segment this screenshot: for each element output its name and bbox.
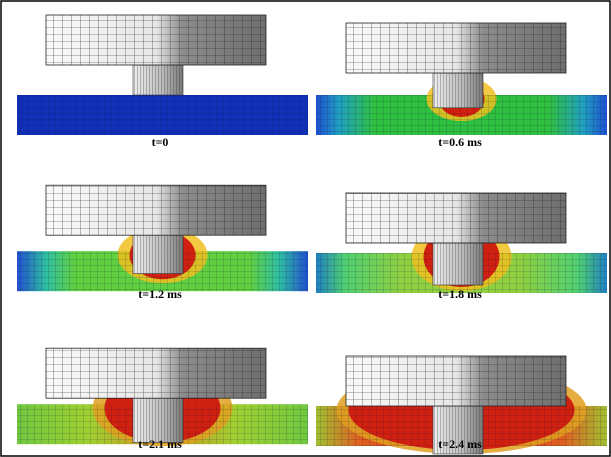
indenter-shaft-mesh <box>433 73 483 108</box>
panel-caption: t=1.2 ms <box>138 287 182 301</box>
indenter-head-mesh <box>346 23 566 73</box>
indenter-shaft-mesh <box>133 398 183 442</box>
simulation-panel: t=0.6 ms <box>316 23 607 149</box>
indenter-shaft-mesh <box>433 243 483 285</box>
panel-caption: t=2.4 ms <box>438 437 482 451</box>
plate-mesh <box>17 95 308 135</box>
figure: t=0 t=0.6 ms t=1.2 ms t=1.8 ms t=2.1 ms t=2.4… <box>0 0 611 457</box>
indenter-shaft-mesh <box>133 65 183 95</box>
indenter-head-mesh <box>46 348 266 398</box>
panel-caption: t=0 <box>152 135 169 149</box>
indenter-shaft-mesh <box>133 235 183 273</box>
indenter-head-mesh <box>46 185 266 235</box>
simulation-panel: t=0 <box>17 15 308 149</box>
simulation-panel: t=1.8 ms <box>316 193 607 301</box>
simulation-panel: t=2.1 ms <box>17 348 308 451</box>
panel-caption: t=2.1 ms <box>138 437 182 451</box>
simulation-panel: t=1.2 ms <box>17 185 308 301</box>
indenter-head-mesh <box>46 15 266 65</box>
panel-caption: t=1.8 ms <box>438 287 482 301</box>
panel-caption: t=0.6 ms <box>438 135 482 149</box>
indenter-head-mesh <box>346 356 566 406</box>
indenter-head-mesh <box>346 193 566 243</box>
simulation-panel: t=2.4 ms <box>316 356 607 454</box>
